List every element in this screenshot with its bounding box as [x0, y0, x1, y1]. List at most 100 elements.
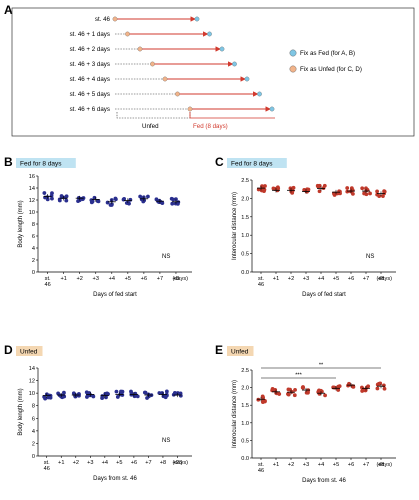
data-point [300, 385, 305, 390]
y-tick-label: 0.0 [241, 456, 249, 462]
y-tick-label: 14 [29, 186, 35, 192]
data-point [377, 194, 382, 198]
data-point [368, 191, 372, 196]
timeline-row-label: st. 46 + 4 days [70, 76, 110, 83]
data-point [164, 389, 169, 394]
x-tick-label: +5 [333, 276, 339, 282]
x-tick-label: +1 [273, 462, 279, 468]
panel-label: B [4, 155, 13, 169]
x-unit-label: (days) [172, 276, 188, 282]
chart-title: Fed for 8 days [231, 161, 273, 168]
chart-title-box [16, 158, 76, 168]
chart-c: C Fed for 8 days 0.0 0.5 1.0 1.5 2.0 2.5 Interoc… [215, 155, 396, 298]
data-point [115, 395, 120, 399]
y-tick-label: 1.5 [241, 403, 249, 409]
ns-annotation: NS [162, 254, 170, 260]
chart-title: Unfed [231, 349, 249, 356]
data-point [172, 390, 177, 395]
x-tick-label: +7 [157, 276, 163, 282]
panel-label: E [215, 343, 223, 357]
y-tick-label: 2 [32, 258, 35, 264]
y-tick-label: 0.5 [241, 252, 249, 258]
data-point [256, 397, 261, 402]
x-tick-label: +5 [116, 460, 122, 466]
x-tick-label: +23 [173, 460, 183, 466]
y-tick-label: 6 [32, 234, 35, 240]
data-point [146, 194, 150, 199]
data-point [128, 197, 133, 202]
y-tick-label: 2.0 [241, 196, 249, 202]
y-tick-label: 12 [29, 198, 35, 204]
timeline-fed-marker [232, 61, 237, 67]
ns-annotation: NS [162, 438, 170, 444]
x-tick-label: +1 [60, 276, 66, 282]
x-tick-label: +4 [102, 460, 108, 466]
x-tick-label: +6 [348, 276, 354, 282]
data-point [261, 400, 265, 404]
legend-unfed-label: Fix as Unfed (for C, D) [300, 66, 362, 73]
x-tick-label: +3 [303, 462, 309, 468]
data-point [64, 198, 69, 203]
timeline-row-label: st. 46 + 1 days [70, 31, 110, 38]
chart-title-box [227, 158, 287, 168]
timeline-fed-marker [219, 46, 225, 52]
panel-label-a: A [4, 3, 13, 17]
data-point [91, 394, 96, 399]
timeline-row-label: st. 46 + 5 days [70, 91, 110, 98]
x-tick-label: +3 [93, 276, 99, 282]
x-unit-label: (days) [376, 276, 392, 282]
chart-title: Unfed [20, 349, 38, 356]
x-tick-label: +7 [145, 460, 151, 466]
data-point [59, 194, 64, 198]
x-axis-label: Days of fed start [93, 292, 137, 298]
data-point [89, 198, 94, 203]
timeline-unfed-marker [150, 61, 155, 67]
x-tick-label: +2 [73, 460, 79, 466]
y-tick-label: 0 [32, 454, 35, 460]
x-tick-label: st. [258, 276, 264, 282]
data-point [286, 392, 291, 397]
x-tick-label: +3 [87, 460, 93, 466]
data-point [95, 199, 100, 203]
data-point [366, 384, 371, 389]
y-axis-label: Interocular distance (mm) [232, 192, 238, 260]
data-point [363, 388, 368, 393]
timeline-unfed-marker [137, 46, 143, 52]
data-point [360, 389, 365, 393]
data-point [142, 390, 147, 395]
data-point [73, 394, 78, 399]
y-axis-label: Body length (mm) [18, 200, 24, 247]
timeline-unfed-marker [175, 91, 180, 97]
chart-title-box [16, 346, 43, 356]
x-unit-label: (days) [376, 462, 392, 468]
timeline-fed-marker [257, 91, 262, 97]
data-point [360, 385, 364, 390]
x-tick-label-line2: 46 [258, 282, 264, 288]
timeline-rows: st. 46 st. 46 + 1 days st. 46 + 2 days st. … [70, 16, 275, 113]
data-point [378, 381, 383, 386]
data-point [271, 388, 276, 393]
data-point [175, 201, 180, 206]
x-tick-label: +8 [173, 276, 179, 282]
data-point [84, 390, 89, 395]
data-point [382, 189, 387, 194]
y-tick-label: 4 [32, 429, 35, 435]
data-point [263, 184, 267, 188]
chart-title-box [227, 346, 254, 356]
x-tick-label-line2: 46 [258, 468, 264, 474]
data-point [292, 393, 297, 398]
data-point [323, 393, 327, 398]
timeline-fed-marker [269, 106, 275, 112]
x-tick-label: +7 [363, 462, 369, 468]
x-axis-label: Days of fed start [302, 292, 346, 298]
data-point [315, 183, 320, 188]
data-point [105, 200, 110, 205]
data-point [256, 187, 261, 192]
data-point [360, 186, 365, 191]
data-point [362, 191, 367, 196]
timeline-row-label: st. 46 + 6 days [70, 106, 110, 113]
y-tick-label: 8 [32, 404, 35, 410]
x-unit-label: (days) [172, 460, 188, 466]
unfed-label: Unfed [142, 123, 159, 130]
x-tick-label: +2 [288, 276, 294, 282]
